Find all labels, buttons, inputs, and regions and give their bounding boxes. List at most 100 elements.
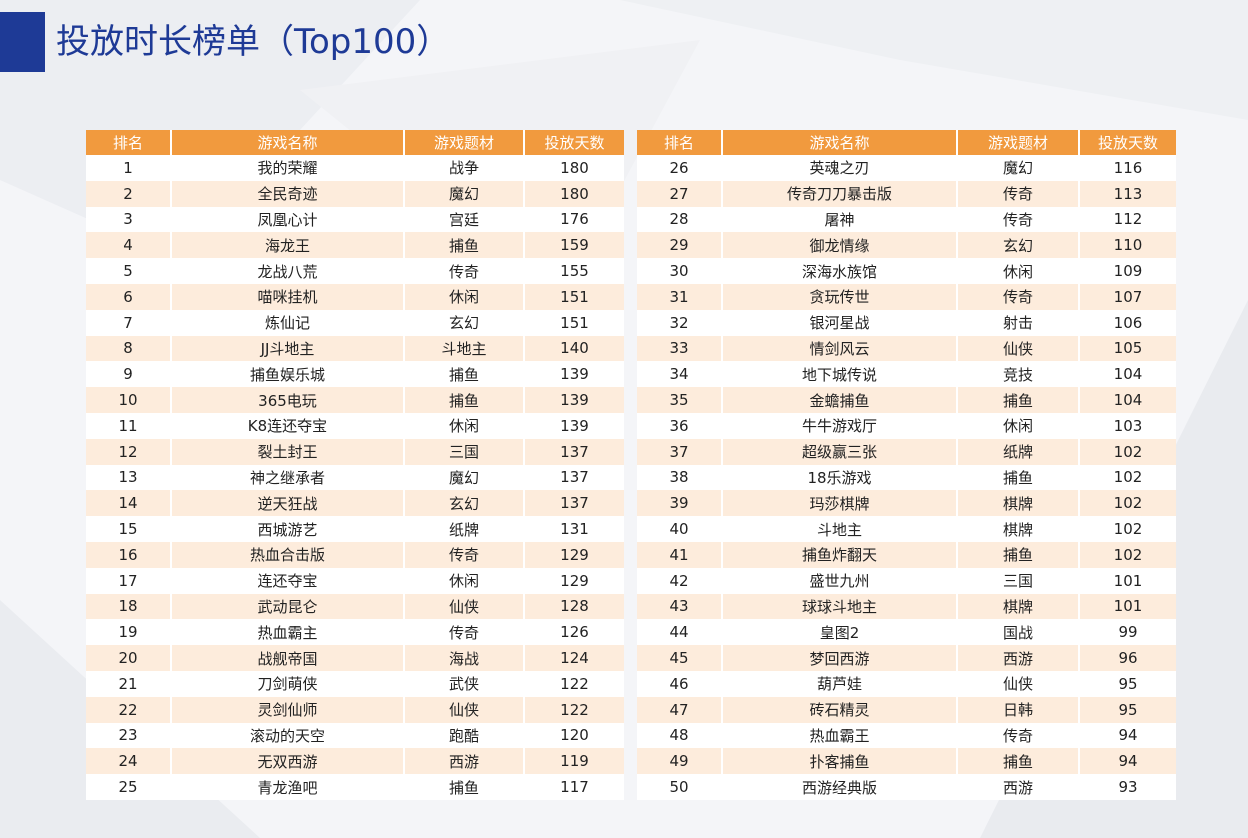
cell-game-name: 英魂之刃 [723, 155, 958, 181]
table-row: 9 捕鱼娱乐城 捕鱼 139 [86, 361, 624, 388]
cell-rank: 17 [86, 567, 172, 594]
cell-genre: 捕鱼 [405, 361, 525, 388]
table-row: 36 牛牛游戏厅 休闲 103 [637, 412, 1176, 439]
title-accent-bar [0, 12, 45, 72]
cell-days: 102 [1080, 464, 1176, 491]
cell-genre: 跑酷 [405, 722, 525, 749]
table-row: 33 情剑风云 仙侠 105 [637, 335, 1176, 362]
cell-days: 101 [1080, 593, 1176, 620]
cell-genre: 休闲 [405, 283, 525, 310]
cell-genre: 捕鱼 [958, 387, 1080, 413]
cell-game-name: 全民奇迹 [172, 180, 405, 207]
cell-rank: 32 [637, 309, 723, 336]
table-row: 30 深海水族馆 休闲 109 [637, 258, 1176, 284]
cell-rank: 2 [86, 180, 172, 207]
cell-days: 126 [525, 619, 624, 646]
cell-game-name: 西游经典版 [723, 774, 958, 800]
cell-days: 137 [525, 438, 624, 465]
table-row: 2 全民奇迹 魔幻 180 [86, 180, 624, 207]
cell-days: 95 [1080, 670, 1176, 697]
table-row: 27 传奇刀刀暴击版 传奇 113 [637, 180, 1176, 207]
cell-days: 94 [1080, 748, 1176, 775]
table-row: 49 扑客捕鱼 捕鱼 94 [637, 748, 1176, 775]
table-row: 41 捕鱼炸翻天 捕鱼 102 [637, 541, 1176, 568]
cell-game-name: 武动昆仑 [172, 593, 405, 620]
cell-game-name: 传奇刀刀暴击版 [723, 180, 958, 207]
cell-game-name: 热血霸王 [723, 722, 958, 749]
cell-days: 102 [1080, 490, 1176, 517]
cell-genre: 棋牌 [958, 516, 1080, 542]
cell-days: 104 [1080, 361, 1176, 388]
cell-days: 122 [525, 670, 624, 697]
cell-game-name: 牛牛游戏厅 [723, 412, 958, 439]
cell-days: 151 [525, 283, 624, 310]
cell-rank: 21 [86, 670, 172, 697]
table-row: 17 连还夺宝 休闲 129 [86, 567, 624, 594]
cell-days: 128 [525, 593, 624, 620]
cell-genre: 三国 [405, 438, 525, 465]
cell-game-name: 裂土封王 [172, 438, 405, 465]
table-row: 42 盛世九州 三国 101 [637, 567, 1176, 594]
cell-game-name: 365电玩 [172, 387, 405, 413]
cell-genre: 魔幻 [405, 464, 525, 491]
cell-rank: 44 [637, 619, 723, 646]
cell-genre: 休闲 [958, 258, 1080, 284]
cell-rank: 12 [86, 438, 172, 465]
table-row: 1 我的荣耀 战争 180 [86, 155, 624, 181]
cell-days: 119 [525, 748, 624, 775]
cell-rank: 4 [86, 232, 172, 259]
cell-game-name: 银河星战 [723, 309, 958, 336]
cell-game-name: 海龙王 [172, 232, 405, 259]
cell-days: 139 [525, 412, 624, 439]
cell-genre: 射击 [958, 309, 1080, 336]
cell-game-name: 热血合击版 [172, 541, 405, 568]
table-row: 47 砖石精灵 日韩 95 [637, 696, 1176, 723]
table-row: 37 超级赢三张 纸牌 102 [637, 438, 1176, 465]
cell-genre: 仙侠 [405, 696, 525, 723]
cell-game-name: 神之继承者 [172, 464, 405, 491]
cell-game-name: 超级赢三张 [723, 438, 958, 465]
cell-days: 103 [1080, 412, 1176, 439]
cell-genre: 传奇 [958, 206, 1080, 233]
cell-game-name: 斗地主 [723, 516, 958, 542]
cell-genre: 传奇 [958, 180, 1080, 207]
cell-game-name: 梦回西游 [723, 645, 958, 671]
cell-game-name: 玛莎棋牌 [723, 490, 958, 517]
cell-days: 176 [525, 206, 624, 233]
cell-rank: 27 [637, 180, 723, 207]
cell-days: 105 [1080, 335, 1176, 362]
cell-days: 96 [1080, 645, 1176, 671]
cell-game-name: 凤凰心计 [172, 206, 405, 233]
cell-rank: 35 [637, 387, 723, 413]
cell-game-name: 18乐游戏 [723, 464, 958, 491]
cell-genre: 武侠 [405, 670, 525, 697]
cell-genre: 仙侠 [405, 593, 525, 620]
cell-days: 124 [525, 645, 624, 671]
cell-rank: 45 [637, 645, 723, 671]
header-days: 投放天数 [1080, 130, 1176, 155]
header-game-name: 游戏名称 [172, 130, 405, 155]
cell-rank: 9 [86, 361, 172, 388]
cell-game-name: 屠神 [723, 206, 958, 233]
table-row: 44 皇图2 国战 99 [637, 619, 1176, 646]
cell-game-name: 皇图2 [723, 619, 958, 646]
cell-genre: 捕鱼 [958, 748, 1080, 775]
cell-days: 102 [1080, 516, 1176, 542]
table-row: 3 凤凰心计 宫廷 176 [86, 206, 624, 233]
table-row: 40 斗地主 棋牌 102 [637, 516, 1176, 542]
cell-genre: 棋牌 [958, 490, 1080, 517]
cell-days: 155 [525, 258, 624, 284]
table-row: 18 武动昆仑 仙侠 128 [86, 593, 624, 620]
cell-days: 151 [525, 309, 624, 336]
cell-rank: 50 [637, 774, 723, 800]
cell-days: 104 [1080, 387, 1176, 413]
cell-rank: 19 [86, 619, 172, 646]
cell-genre: 玄幻 [405, 490, 525, 517]
cell-game-name: 砖石精灵 [723, 696, 958, 723]
table-row: 16 热血合击版 传奇 129 [86, 541, 624, 568]
header-rank: 排名 [86, 130, 172, 155]
cell-rank: 28 [637, 206, 723, 233]
cell-game-name: 盛世九州 [723, 567, 958, 594]
cell-rank: 13 [86, 464, 172, 491]
cell-game-name: 葫芦娃 [723, 670, 958, 697]
